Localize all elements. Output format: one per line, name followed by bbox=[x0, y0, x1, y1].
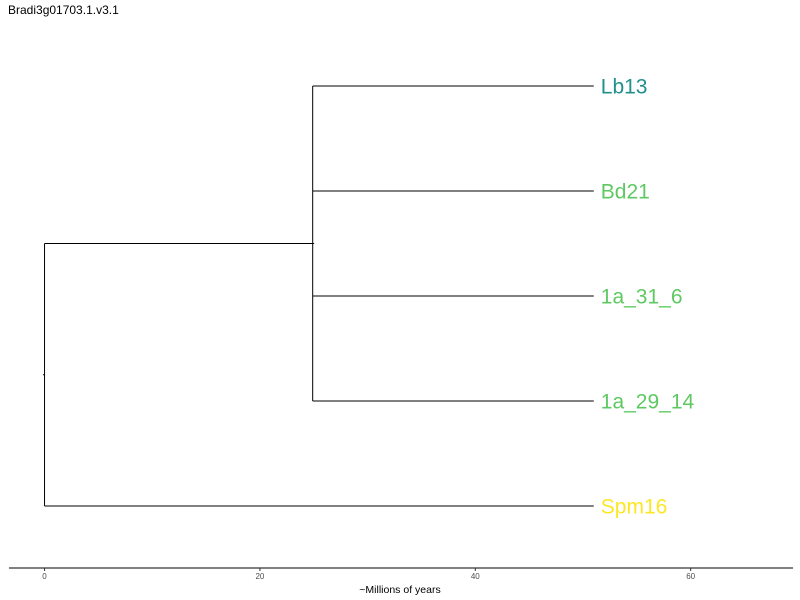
tip-label-1a-31-6: 1a_31_6 bbox=[601, 286, 683, 309]
x-axis: 0 20 40 60 bbox=[9, 567, 793, 581]
tip-label-1a-29-14: 1a_29_14 bbox=[601, 391, 695, 414]
plot-title: Bradi3g01703.1.v3.1 bbox=[8, 3, 119, 17]
x-tick-label: 20 bbox=[255, 572, 264, 581]
tip-label-bd21: Bd21 bbox=[601, 181, 650, 204]
tree-branches bbox=[43, 85, 594, 507]
x-axis-ticks: 0 20 40 60 bbox=[42, 568, 696, 581]
x-tick-label: 60 bbox=[686, 572, 695, 581]
x-tick-label: 0 bbox=[42, 572, 47, 581]
tip-label-spm16: Spm16 bbox=[601, 496, 668, 519]
x-tick-label: 40 bbox=[471, 572, 480, 581]
tip-labels: Lb13 Bd21 1a_31_6 1a_29_14 Spm16 bbox=[601, 76, 695, 519]
tip-label-lb13: Lb13 bbox=[601, 76, 648, 99]
x-axis-title: ~Millions of years bbox=[359, 584, 440, 596]
